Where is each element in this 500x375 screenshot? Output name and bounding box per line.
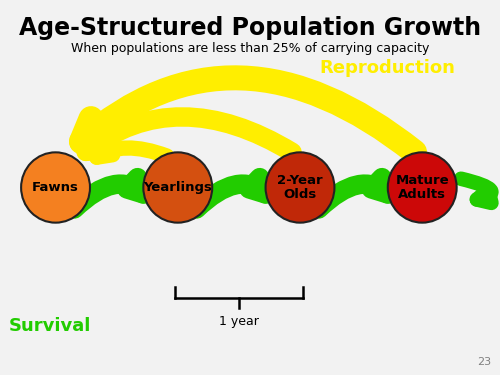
Text: When populations are less than 25% of carrying capacity: When populations are less than 25% of ca… [71, 42, 429, 55]
FancyArrowPatch shape [96, 143, 167, 157]
FancyArrowPatch shape [318, 178, 388, 209]
Text: Mature
Adults: Mature Adults [396, 174, 449, 201]
Ellipse shape [144, 152, 212, 223]
Text: Survival: Survival [8, 317, 90, 335]
FancyArrowPatch shape [461, 179, 492, 203]
Text: Age-Structured Population Growth: Age-Structured Population Growth [19, 16, 481, 40]
Ellipse shape [388, 152, 456, 223]
Text: 23: 23 [478, 357, 492, 367]
FancyArrowPatch shape [86, 117, 292, 152]
Text: 2-Year
Olds: 2-Year Olds [277, 174, 323, 201]
Text: Fawns: Fawns [32, 181, 79, 194]
Text: Reproduction: Reproduction [320, 59, 456, 77]
FancyArrowPatch shape [82, 78, 414, 152]
Ellipse shape [266, 152, 334, 223]
Text: 1 year: 1 year [219, 315, 259, 328]
FancyArrowPatch shape [196, 178, 266, 209]
FancyArrowPatch shape [74, 178, 144, 209]
Ellipse shape [21, 152, 90, 223]
Text: Yearlings: Yearlings [144, 181, 212, 194]
